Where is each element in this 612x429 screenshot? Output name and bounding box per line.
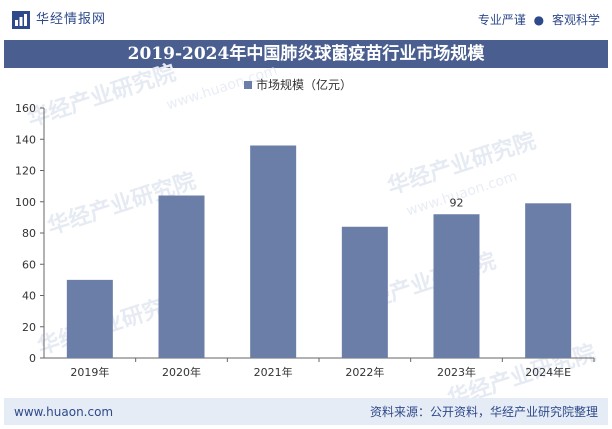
bar (525, 203, 572, 358)
x-tick-label: 2020年 (162, 365, 201, 379)
y-tick-label: 160 (15, 102, 36, 115)
slogan-separator: ● (533, 13, 545, 27)
y-tick-label: 60 (22, 258, 36, 271)
bar (250, 145, 297, 358)
bar (66, 279, 113, 358)
y-tick-label: 0 (29, 352, 36, 365)
top-slogan: 专业严谨 ● 客观科学 (478, 12, 600, 28)
x-tick-label: 2022年 (345, 365, 384, 379)
y-tick-label: 140 (15, 133, 36, 146)
bar-chart: 市场规模（亿元） 0 20 40 60 80 100 120 140 160 2019年 2020年 2… (15, 77, 595, 379)
slogan-right: 客观科学 (551, 13, 600, 27)
y-tick-label: 40 (22, 290, 36, 303)
title-bar: 2019-2024年中国肺炎球菌疫苗行业市场规模 (4, 40, 608, 68)
chart-title: 2019-2024年中国肺炎球菌疫苗行业市场规模 (127, 44, 485, 64)
slogan-left: 专业严谨 (477, 13, 526, 27)
top-bar: 华经情报网 专业严谨 ● 客观科学 (0, 0, 612, 40)
legend-swatch (244, 81, 252, 89)
x-tick-label: 2019年 (70, 365, 109, 379)
data-label: 92 (450, 196, 464, 209)
footer-source: 资料来源：公开资料，华经产业研究院整理 (369, 405, 598, 419)
y-tick-label: 80 (22, 227, 36, 240)
brand-name: 华经情报网 (36, 12, 107, 27)
y-tick-label: 120 (15, 165, 36, 178)
x-tick-label: 2021年 (254, 365, 293, 379)
legend: 市场规模（亿元） (244, 77, 352, 92)
x-tick-label: 2024年E (525, 365, 571, 379)
x-tick-label: 2023年 (437, 365, 476, 379)
bar (341, 226, 388, 358)
footer-url[interactable]: www.huaon.com (14, 405, 114, 419)
y-tick-label: 20 (22, 321, 36, 334)
brand-logo-icon (12, 11, 30, 29)
bar (158, 195, 205, 358)
bar (433, 214, 480, 358)
chart-area: 华经产业研究院 www.huaon.com 华经产业研究院 华经产业研究院 ww… (4, 61, 608, 412)
legend-label: 市场规模（亿元） (256, 77, 352, 92)
footer: www.huaon.com 资料来源：公开资料，华经产业研究院整理 (4, 398, 608, 425)
y-tick-label: 100 (15, 196, 36, 209)
